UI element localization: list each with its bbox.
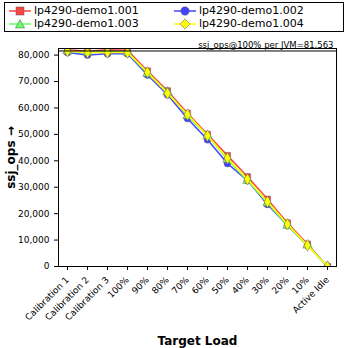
svg-text:20,000: 20,000 — [18, 209, 50, 219]
svg-text:50%: 50% — [210, 274, 232, 296]
svg-text:40%: 40% — [230, 274, 252, 296]
svg-text:Active Idle: Active Idle — [291, 274, 332, 315]
svg-text:Calibration 2: Calibration 2 — [43, 274, 91, 323]
html-text:lp4290-demo1.002: lp4290-demo1.002 — [199, 4, 304, 17]
svg-text:30,000: 30,000 — [18, 182, 50, 192]
svg-text:10,000: 10,000 — [18, 235, 50, 245]
svg-text:60,000: 60,000 — [18, 103, 50, 113]
svg-text:90%: 90% — [130, 274, 152, 296]
svg-text:100%: 100% — [106, 274, 132, 300]
svg-text:80,000: 80,000 — [18, 50, 50, 60]
svg-text:70,000: 70,000 — [18, 76, 50, 86]
svg-text:30%: 30% — [250, 274, 272, 296]
svg-text:Target Load: Target Load — [158, 334, 238, 348]
svg-text:ssj_ops →: ssj_ops → — [4, 126, 19, 189]
svg-text:50,000: 50,000 — [18, 129, 50, 139]
svg-text:80%: 80% — [150, 274, 172, 296]
html-text:lp4290-demo1.003: lp4290-demo1.003 — [34, 17, 139, 30]
svg-text:40,000: 40,000 — [18, 156, 50, 166]
html-text:lp4290-demo1.004: lp4290-demo1.004 — [199, 17, 304, 30]
svg-text:Calibration 3: Calibration 3 — [63, 275, 111, 323]
svg-text:ssj_ops@100% per JVM=81,563: ssj_ops@100% per JVM=81,563 — [198, 39, 334, 50]
svg-text:60%: 60% — [190, 274, 212, 296]
svg-text:70%: 70% — [170, 274, 192, 296]
html-text:lp4290-demo1.001: lp4290-demo1.001 — [34, 4, 139, 17]
svg-text:0: 0 — [44, 261, 50, 271]
svg-text:Calibration 1: Calibration 1 — [23, 274, 71, 323]
svg-text:10%: 10% — [289, 274, 311, 296]
svg-text:20%: 20% — [270, 274, 292, 296]
